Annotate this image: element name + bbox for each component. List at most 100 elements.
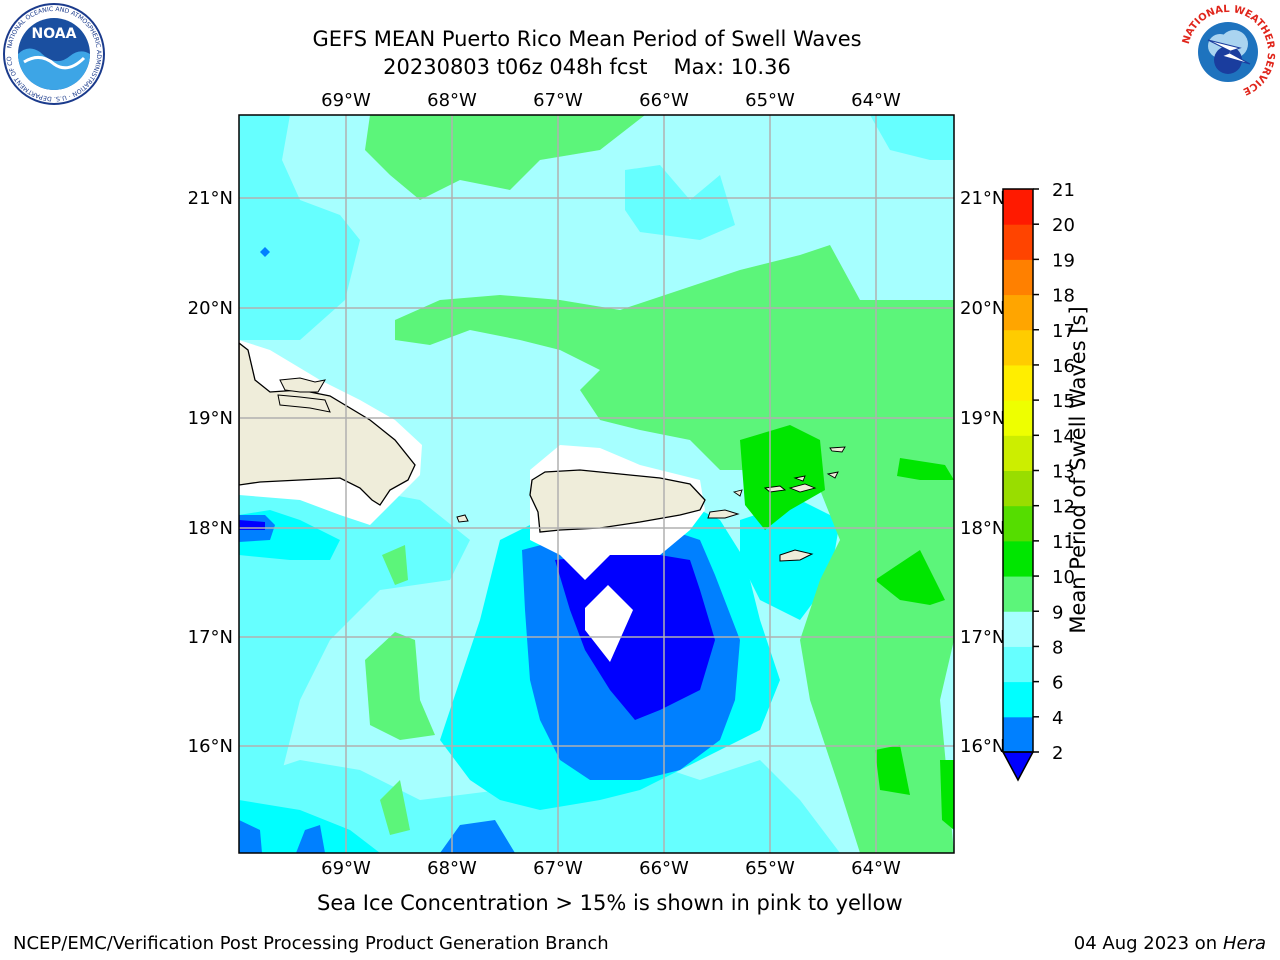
colorbar-segment <box>1003 470 1033 507</box>
contour-6-8-north <box>625 165 735 240</box>
colorbar-segment <box>1003 576 1033 612</box>
colorbar-tick-label: 2 <box>1052 743 1063 764</box>
colorbar-tick-label: 14 <box>1052 426 1075 447</box>
land-tortola <box>793 475 806 482</box>
colorbar-segment <box>1003 716 1033 753</box>
colorbar: 2 4 6 8 9 10 11 12 13 14 15 16 17 18 19 20 21 <box>1001 180 1075 782</box>
map-subtitle: 20230803 t06z 048h fcst Max: 10.36 <box>240 55 934 79</box>
sea-ice-note: Sea Ice Concentration > 15% is shown in … <box>317 891 903 915</box>
lat-label-right-19n: 19°N <box>960 408 1005 429</box>
lon-label-bottom-64w: 64°W <box>851 858 901 879</box>
colorbar-segment <box>1003 364 1033 401</box>
lon-label-bottom-68w: 68°W <box>427 858 477 879</box>
lat-label-right-18n: 18°N <box>960 518 1005 539</box>
land-st-croix <box>779 549 814 562</box>
lat-label-right-17n: 17°N <box>960 627 1005 648</box>
colorbar-tick-label: 8 <box>1052 637 1063 658</box>
lat-label-left-20n: 20°N <box>188 298 233 319</box>
missing-data-spot <box>585 585 633 662</box>
lon-label-top-69w: 69°W <box>321 90 371 111</box>
map-plot-area <box>239 115 954 853</box>
contour-10-11-edge <box>940 760 954 830</box>
land-culebra <box>732 489 743 497</box>
land-mona-island <box>456 514 469 523</box>
contour-4-6-southwest <box>239 800 380 853</box>
nws-logo-icon: NATIONAL WEATHER SERVICE <box>1181 4 1276 99</box>
forecast-run-label: 20230803 t06z 048h fcst <box>383 55 648 79</box>
lon-label-top-64w: 64°W <box>851 90 901 111</box>
lon-label-top-65w: 65°W <box>745 90 795 111</box>
colorbar-segment <box>1003 329 1033 366</box>
land-st-john <box>788 483 817 493</box>
colorbar-tick-label: 20 <box>1052 215 1075 236</box>
colorbar-tick-label: 9 <box>1052 602 1063 623</box>
lon-label-bottom-69w: 69°W <box>321 858 371 879</box>
colorbar-tick-label: 4 <box>1052 708 1063 729</box>
footer-date: 04 Aug 2023 on Hera <box>1073 933 1266 954</box>
land-samana <box>277 394 331 413</box>
land-anegada <box>829 446 846 453</box>
contour-2-4-south <box>440 820 515 853</box>
land-virgin-gorda <box>826 471 839 479</box>
contour-6-8-west <box>239 115 360 340</box>
land-puerto-rico <box>529 469 706 533</box>
map-gridlines <box>239 115 954 853</box>
contour-10-11-east <box>875 550 945 605</box>
colorbar-segment <box>1003 681 1033 718</box>
colorbar-tick-label: 13 <box>1052 462 1075 483</box>
colorbar-tick-label: 15 <box>1052 391 1075 412</box>
lat-label-left-17n: 17°N <box>188 627 233 648</box>
colorbar-segment <box>1003 435 1033 471</box>
lon-label-bottom-66w: 66°W <box>639 858 689 879</box>
footer-branch: NCEP/EMC/Verification Post Processing Pr… <box>13 933 609 954</box>
map-title: GEFS MEAN Puerto Rico Mean Period of Swe… <box>312 27 862 51</box>
colorbar-tick-label: 10 <box>1052 567 1075 588</box>
colorbar-segment <box>1003 294 1033 331</box>
colorbar-tick-label: 16 <box>1052 356 1075 377</box>
lat-label-left-18n: 18°N <box>188 518 233 539</box>
lon-label-top-66w: 66°W <box>639 90 689 111</box>
lat-label-right-21n: 21°N <box>960 188 1005 209</box>
lat-label-right-20n: 20°N <box>960 298 1005 319</box>
colorbar-label: Mean Period of Swell Waves [s] <box>1066 306 1090 634</box>
footer-host: Hera <box>1222 933 1266 954</box>
contour-9-10-north <box>365 115 645 200</box>
contour-9-10-southwest <box>365 632 435 740</box>
contour-6-8-northeast <box>870 115 954 160</box>
lat-label-right-16n: 16°N <box>960 736 1005 757</box>
colorbar-tick-label: 6 <box>1052 673 1063 694</box>
contour-10-11-vi <box>740 425 825 530</box>
lon-label-top-67w: 67°W <box>533 90 583 111</box>
colorbar-segment <box>1003 646 1033 683</box>
colorbar-extend-min <box>1001 751 1035 782</box>
land-vieques <box>707 509 740 519</box>
contour-9-10-small <box>382 545 408 585</box>
colorbar-tick-label: 21 <box>1052 180 1075 201</box>
lat-label-left-21n: 21°N <box>188 188 233 209</box>
contour-2-4-southwest <box>239 820 262 853</box>
colorbar-tick-label: 12 <box>1052 497 1075 518</box>
land-hispaniola-peninsula <box>279 377 326 393</box>
colorbar-segment <box>1003 540 1033 577</box>
colorbar-segment <box>1003 189 1033 225</box>
contour-9-10-south <box>380 780 410 835</box>
lon-label-bottom-65w: 65°W <box>745 858 795 879</box>
colorbar-segment <box>1003 400 1033 436</box>
lon-label-bottom-67w: 67°W <box>533 858 583 879</box>
colorbar-tick-label: 17 <box>1052 321 1075 342</box>
contour-10-11-southeast <box>875 745 910 795</box>
colorbar-segment <box>1003 611 1033 647</box>
contour-2-4-south2 <box>296 825 325 853</box>
colorbar-segment <box>1003 505 1033 542</box>
colorbar-segment <box>1003 224 1033 260</box>
colorbar-tick-label: 11 <box>1052 532 1075 553</box>
noaa-logo-icon: NOAA NATIONAL OCEANIC AND ATMOSPHERIC AD… <box>2 2 105 105</box>
max-value-label: Max: 10.36 <box>673 55 791 79</box>
map-frame <box>238 114 955 854</box>
contour-2-4-spot <box>260 247 270 257</box>
colorbar-tick-label: 19 <box>1052 250 1075 271</box>
lat-label-left-16n: 16°N <box>188 736 233 757</box>
contour-9-10-east <box>395 245 954 853</box>
land-hispaniola <box>239 342 416 506</box>
